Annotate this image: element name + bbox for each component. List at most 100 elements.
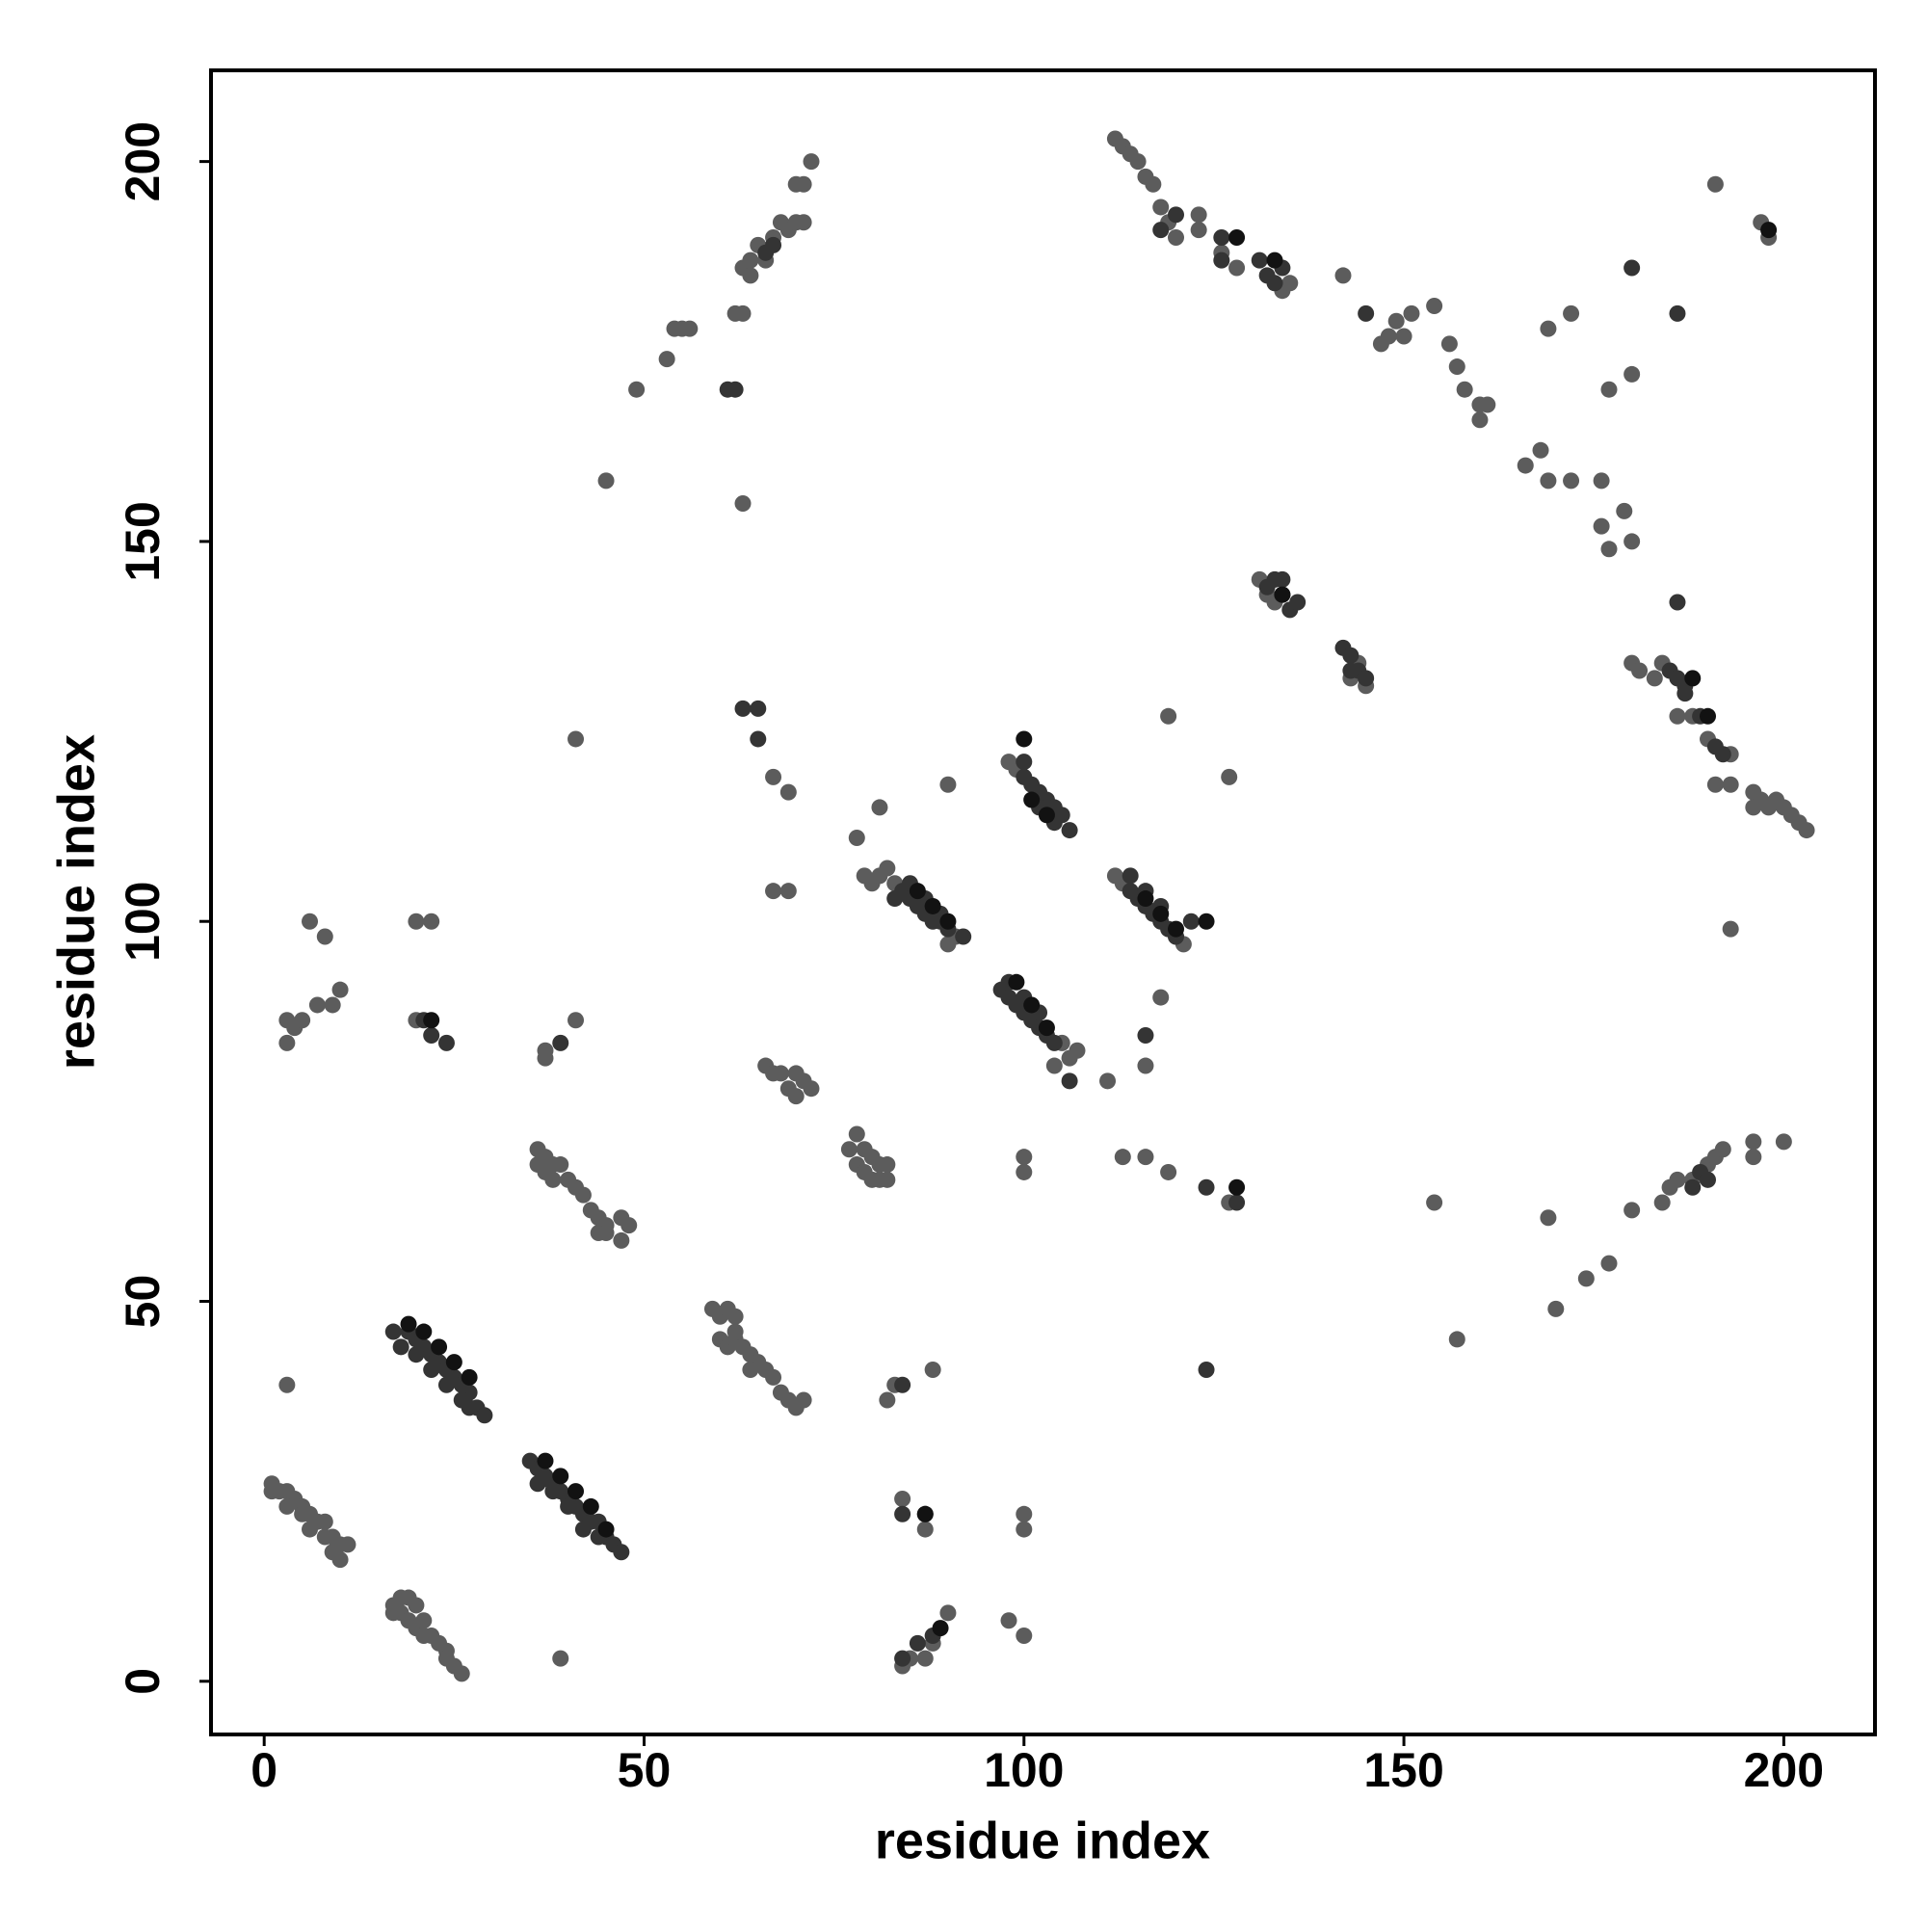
point bbox=[1358, 304, 1375, 322]
point bbox=[1008, 973, 1025, 991]
point bbox=[263, 1483, 280, 1500]
point bbox=[1168, 228, 1185, 246]
x-axis-title: residue index bbox=[875, 1812, 1210, 1869]
point bbox=[568, 730, 585, 748]
point bbox=[1760, 222, 1778, 239]
point bbox=[795, 214, 812, 231]
y-tick-label: 100 bbox=[116, 881, 170, 961]
x-tick-label: 50 bbox=[618, 1743, 672, 1797]
point bbox=[1563, 304, 1580, 322]
point bbox=[1168, 206, 1185, 224]
point bbox=[1045, 1057, 1063, 1074]
point bbox=[461, 1399, 478, 1416]
point bbox=[1600, 1255, 1618, 1272]
point bbox=[924, 1361, 941, 1378]
point bbox=[1517, 457, 1534, 474]
point bbox=[742, 1361, 759, 1378]
point bbox=[734, 494, 752, 512]
point bbox=[1745, 799, 1762, 816]
point bbox=[772, 1065, 789, 1082]
point bbox=[1426, 297, 1443, 314]
point bbox=[331, 981, 349, 998]
point bbox=[1099, 1072, 1117, 1090]
point bbox=[437, 1376, 455, 1393]
point bbox=[879, 1171, 896, 1188]
point bbox=[408, 1346, 425, 1363]
point bbox=[1706, 776, 1724, 793]
point bbox=[1122, 867, 1139, 885]
point bbox=[1714, 746, 1731, 763]
point bbox=[1198, 1361, 1215, 1378]
point bbox=[886, 890, 904, 908]
point bbox=[1403, 304, 1420, 322]
point bbox=[400, 1315, 417, 1333]
point bbox=[537, 1163, 554, 1180]
point bbox=[1213, 228, 1230, 246]
point bbox=[1426, 1194, 1443, 1211]
point bbox=[1563, 472, 1580, 490]
point bbox=[939, 1604, 957, 1622]
point bbox=[916, 1650, 934, 1667]
point bbox=[278, 1376, 296, 1393]
point bbox=[879, 860, 896, 877]
point bbox=[1221, 768, 1238, 785]
point bbox=[848, 829, 865, 846]
point bbox=[415, 1627, 433, 1644]
point bbox=[415, 1612, 433, 1629]
point bbox=[453, 1665, 470, 1682]
point bbox=[537, 1042, 554, 1059]
point bbox=[552, 1156, 569, 1174]
point bbox=[302, 913, 319, 930]
point bbox=[1145, 175, 1162, 193]
point bbox=[324, 996, 341, 1014]
point bbox=[726, 1323, 744, 1340]
point bbox=[726, 381, 744, 398]
point bbox=[560, 1497, 577, 1515]
point bbox=[613, 1231, 630, 1249]
point bbox=[1061, 822, 1078, 839]
point bbox=[1160, 707, 1177, 725]
point bbox=[1182, 913, 1200, 930]
point bbox=[894, 1376, 911, 1393]
point bbox=[544, 1483, 562, 1500]
point bbox=[1137, 890, 1154, 908]
point bbox=[1623, 365, 1641, 383]
point bbox=[1471, 411, 1489, 429]
point bbox=[620, 1217, 638, 1234]
point bbox=[803, 1080, 820, 1098]
point bbox=[1228, 1194, 1246, 1211]
point bbox=[1228, 259, 1246, 277]
point bbox=[1023, 996, 1041, 1014]
point bbox=[476, 1407, 493, 1424]
x-tick-label: 150 bbox=[1363, 1743, 1443, 1797]
point bbox=[1547, 1300, 1565, 1317]
point bbox=[1160, 1163, 1177, 1180]
point bbox=[1706, 175, 1724, 193]
point bbox=[894, 1491, 911, 1508]
point bbox=[1000, 1612, 1017, 1629]
y-tick-label: 200 bbox=[116, 121, 170, 201]
point bbox=[1722, 920, 1739, 938]
point bbox=[1152, 222, 1170, 239]
point bbox=[552, 1034, 569, 1051]
point bbox=[529, 1475, 546, 1493]
point bbox=[294, 1012, 311, 1029]
point bbox=[939, 913, 957, 930]
point bbox=[431, 1338, 448, 1356]
point bbox=[1577, 1270, 1595, 1287]
point bbox=[597, 1521, 615, 1538]
point bbox=[1137, 1057, 1154, 1074]
point bbox=[1228, 228, 1246, 246]
point bbox=[734, 700, 752, 717]
point bbox=[955, 928, 972, 945]
point bbox=[1016, 1149, 1033, 1166]
point bbox=[1775, 1133, 1792, 1151]
point bbox=[779, 783, 797, 801]
point bbox=[1387, 312, 1405, 330]
point bbox=[1289, 594, 1307, 611]
point bbox=[1152, 198, 1170, 216]
point bbox=[1281, 275, 1299, 292]
x-tick-label: 200 bbox=[1744, 1743, 1824, 1797]
